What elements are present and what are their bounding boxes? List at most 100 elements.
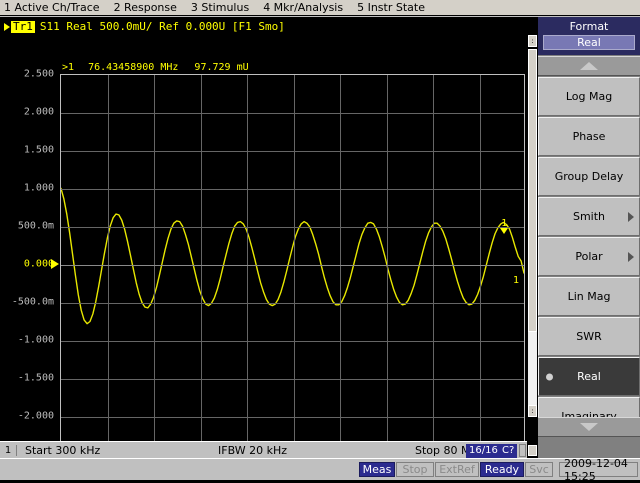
y-axis-label: 2.000 (23, 106, 54, 118)
softkey-button-smith[interactable]: Smith (538, 197, 640, 236)
scrollbar-up-button[interactable]: : (528, 35, 537, 47)
trace-graph[interactable] (60, 74, 525, 454)
sweep-count-badge[interactable]: 16/16 (466, 444, 501, 458)
softkey-panel-header: Format Real (538, 17, 640, 55)
grid-line-vertical (387, 75, 388, 453)
softkey-label: Log Mag (565, 90, 613, 103)
triangle-down-icon (580, 423, 598, 431)
trace-waveform (61, 187, 524, 325)
scrollbar-down-button[interactable]: : (528, 405, 537, 417)
marker-readout-number: >1 (62, 62, 75, 73)
softkey-button-real[interactable]: Real (538, 357, 640, 396)
softkey-label: Smith (572, 210, 606, 223)
marker-1-symbol[interactable]: 1 (498, 217, 510, 234)
softkey-label: Lin Mag (567, 290, 611, 303)
softkey-button-group-delay[interactable]: Group Delay (538, 157, 640, 196)
grid-line-horizontal (61, 227, 524, 228)
trace-status-line[interactable]: Tr1 S11 Real 500.0mU/ Ref 0.000U [F1 Smo… (4, 19, 285, 34)
softkey-label: Polar (575, 250, 603, 263)
y-axis-label: 2.500 (23, 68, 54, 80)
y-axis-label: 0.000 (23, 258, 54, 270)
radio-selected-icon (546, 373, 553, 380)
grid-line-vertical (480, 75, 481, 453)
taskbar-indicator-ready: Ready (480, 462, 524, 477)
softkey-scroll-down-button[interactable] (538, 417, 640, 437)
marker-readout: >1 76.43458900 MHz 97.729 mU (62, 62, 249, 73)
y-axis-label: 500.0m (17, 220, 54, 232)
marker-readout-x: 76.43458900 MHz (88, 62, 179, 73)
softkey-label: SWR (576, 330, 602, 343)
grid-line-vertical (201, 75, 202, 453)
ifbw-value[interactable]: IFBW 20 kHz (218, 443, 288, 457)
taskbar-left-area (2, 461, 352, 478)
chevron-right-icon (628, 211, 634, 222)
grid-line-horizontal (61, 265, 524, 266)
menu-item-active-ch-trace[interactable]: 1 Active Ch/Trace (4, 1, 100, 14)
grid-line-vertical (294, 75, 295, 453)
softkey-button-phase[interactable]: Phase (538, 117, 640, 156)
triangle-down-icon (500, 227, 509, 234)
triangle-right-icon (51, 259, 59, 269)
grid-line-horizontal (61, 417, 524, 418)
triangle-right-icon (4, 22, 10, 31)
triangle-up-icon (580, 62, 598, 70)
softkey-label: Phase (572, 130, 606, 143)
scrollbar-end-button[interactable] (528, 445, 537, 456)
softkey-button-swr[interactable]: SWR (538, 317, 640, 356)
grid-line-horizontal (61, 379, 524, 380)
grid-line-horizontal (61, 303, 524, 304)
softkey-button-lin-mag[interactable]: Lin Mag (538, 277, 640, 316)
y-axis-label: -1.500 (17, 372, 54, 384)
trace-settings-text: S11 Real 500.0mU/ Ref 0.000U [F1 Smo] (39, 20, 285, 33)
taskbar-indicator-stop: Stop (396, 462, 434, 477)
grid-line-vertical (247, 75, 248, 453)
scrollbar-thumb[interactable] (528, 49, 537, 332)
y-axis-label: -1.000 (17, 334, 54, 346)
taskbar: Meas Stop ExtRef Ready Svc 2009-12-04 15:25 (0, 457, 640, 483)
y-axis-label: -2.000 (17, 410, 54, 422)
softkey-selected-value: Real (543, 35, 635, 50)
grid-line-horizontal (61, 341, 524, 342)
taskbar-indicator-svc: Svc (525, 462, 553, 477)
sweep-start-value[interactable]: Start 300 kHz (25, 443, 101, 457)
display-scrollbar[interactable]: : : (527, 17, 538, 458)
y-axis-label: -500.0m (11, 296, 54, 308)
menu-item-stimulus[interactable]: 3 Stimulus (190, 1, 250, 14)
softkey-scroll-up-button[interactable] (538, 56, 640, 76)
softkey-panel: Format Real Log Mag Phase Group Delay Smith… (538, 17, 640, 458)
menu-item-mkr-analysis[interactable]: 4 Mkr/Analysis (263, 1, 344, 14)
softkey-label: Group Delay (554, 170, 624, 183)
grid-line-horizontal (61, 113, 524, 114)
grid-line-vertical (340, 75, 341, 453)
taskbar-indicator-meas: Meas (359, 462, 395, 477)
softkey-button-log-mag[interactable]: Log Mag (538, 77, 640, 116)
marker-1-number: 1 (501, 217, 508, 229)
grid-line-horizontal (61, 189, 524, 190)
y-axis-labels: 2.500 2.000 1.500 1.000 500.0m 0.000 -500.0m -1… (0, 69, 58, 460)
marker-readout-y: 97.729 mU (194, 62, 249, 73)
menu-bar: 1 Active Ch/Trace 2 Response 3 Stimulus … (0, 0, 640, 16)
trace-end-label: 1 (513, 275, 520, 287)
menu-item-instr-state[interactable]: 5 Instr State (357, 1, 425, 14)
measurement-display: Tr1 S11 Real 500.0mU/ Ref 0.000U [F1 Smo… (0, 17, 527, 460)
softkey-button-polar[interactable]: Polar (538, 237, 640, 276)
taskbar-clock: 2009-12-04 15:25 (559, 457, 638, 483)
grid-line-vertical (108, 75, 109, 453)
grid-line-vertical (433, 75, 434, 453)
chevron-right-icon (628, 251, 634, 262)
taskbar-indicator-extref: ExtRef (435, 462, 479, 477)
grid-line-horizontal (61, 151, 524, 152)
softkey-panel-title: Format (569, 20, 609, 33)
menu-item-response[interactable]: 2 Response (113, 1, 177, 14)
channel-status-bar: 1 Start 300 kHz IFBW 20 kHz Stop 80 MHz … (0, 441, 527, 458)
y-axis-label: 1.000 (23, 182, 54, 194)
status-bar-spacer (519, 444, 526, 457)
grid-line-vertical (154, 75, 155, 453)
softkey-label: Real (577, 370, 601, 383)
softkey-list: Log Mag Phase Group Delay Smith Polar Lin Mag… (538, 77, 640, 437)
y-axis-label: 1.500 (23, 144, 54, 156)
channel-number: 1 (0, 444, 17, 456)
trace-label[interactable]: Tr1 (11, 19, 35, 33)
correction-status-badge[interactable]: C? (499, 444, 518, 458)
